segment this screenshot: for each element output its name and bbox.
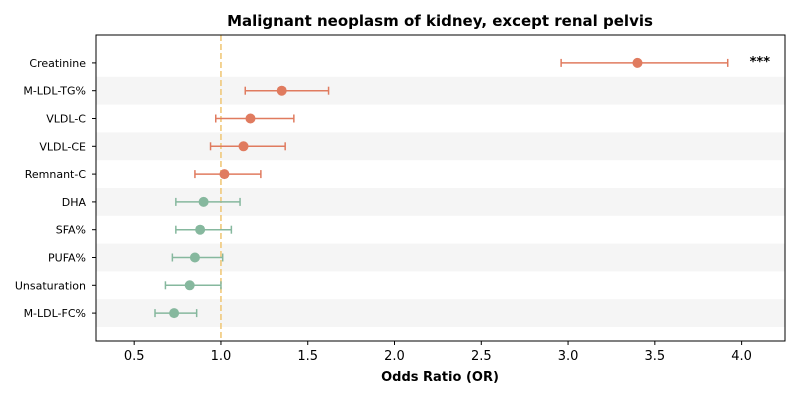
row-band [96,132,785,161]
chart-title: Malignant neoplasm of kidney, except ren… [227,12,653,30]
x-tick-label: 1.5 [297,349,318,364]
y-tick-label: VLDL-CE [39,140,86,153]
y-tick-label: DHA [62,196,87,209]
odds-ratio-point [198,196,209,207]
x-axis-label: Odds Ratio (OR) [381,370,499,385]
y-tick-label: Remnant-C [25,168,87,181]
odds-ratio-point [219,169,230,180]
x-tick-label: 1.0 [211,349,232,364]
y-tick-label: SFA% [56,224,86,237]
odds-ratio-point [632,57,643,68]
y-tick-label: M-LDL-TG% [23,85,86,98]
significance-labels: *** [750,55,771,70]
x-tick-label: 2.0 [384,349,405,364]
x-tick-label: 4.0 [731,349,752,364]
x-tick-label: 3.0 [558,349,579,364]
odds-ratio-point [238,141,249,152]
odds-ratio-points [169,57,643,319]
x-tick-label: 3.5 [644,349,665,364]
row-bands [96,76,785,327]
x-axis-ticks: 0.5 1.0 1.5 2.0 2.5 3.0 3.5 4.0 [124,341,752,364]
significance-label: *** [750,55,771,70]
x-tick-label: 2.5 [471,349,492,364]
odds-ratio-point [245,113,256,124]
y-tick-label: M-LDL-FC% [24,307,86,320]
y-tick-label: PUFA% [48,252,86,265]
odds-ratio-point [276,85,287,96]
odds-ratio-point [195,224,206,235]
row-band [96,299,785,327]
row-band [96,76,785,105]
y-tick-label: Creatinine [29,57,86,70]
confidence-intervals [154,58,729,318]
plot-frame [95,34,786,342]
odds-ratio-point [189,252,200,263]
x-tick-label: 0.5 [124,349,145,364]
odds-ratio-point [169,308,180,319]
y-tick-label: Unsaturation [15,279,86,292]
y-tick-label: VLDL-C [46,113,86,126]
odds-ratio-point [184,280,195,291]
y-tick-labels: Creatinine M-LDL-TG% VLDL-C VLDL-CE Remnant-… [15,57,96,320]
